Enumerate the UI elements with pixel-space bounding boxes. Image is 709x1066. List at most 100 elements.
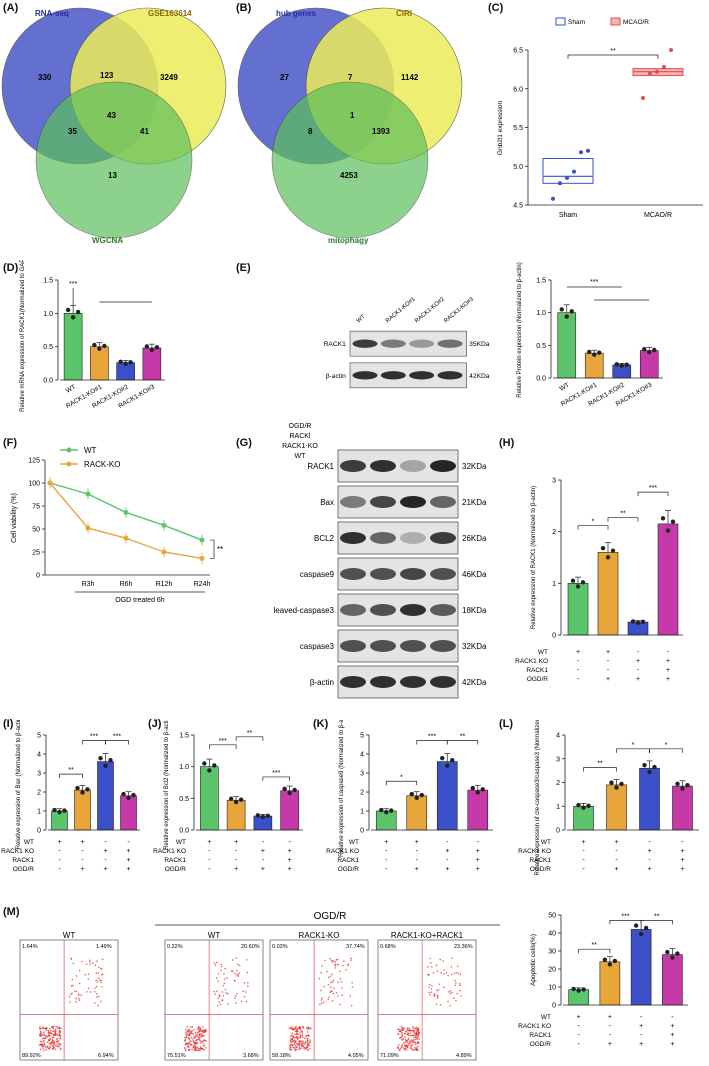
event-dot [189,1040,191,1043]
condition-cell: - [235,848,238,855]
condition-cell: + [581,839,585,846]
y-axis-label: Gnb2l1 expression [497,101,504,156]
data-point [597,350,602,355]
event-dot [292,1046,294,1049]
condition-cell: - [127,839,130,846]
condition-cell: + [608,1014,612,1021]
blot-band [430,532,456,544]
condition-cell: + [288,848,292,855]
event-dot [89,963,91,966]
event-dot [302,1045,305,1048]
event-dot [350,959,352,961]
event-dot [427,974,429,976]
blot-band [430,640,456,652]
significance-bracket [262,776,290,781]
event-dot [185,1042,188,1045]
condition-label: OGD/R [527,676,549,683]
event-dot [245,991,247,993]
event-dot [299,1026,301,1029]
protein-label: leaved-caspase3 [274,606,335,615]
y-axis-label: Relative expression of cle-caspase3/casp… [535,720,541,875]
data-point [85,491,91,497]
event-dot [443,973,445,975]
event-dot [299,1031,302,1034]
y-axis-label: Relative expression of Bcl2 (Normalized … [164,720,170,850]
y-axis-label: Relative Protein expression (Normalized … [517,262,523,398]
condition-cell: - [58,848,61,855]
event-dot [402,1046,404,1049]
y-tick-label: 5 [360,733,364,740]
legend-swatch [555,17,566,26]
venn-b-count-2: 1142 [401,73,419,82]
event-dot [217,997,219,999]
data-point [565,175,569,180]
protein-label: β-actin [310,678,334,687]
bar [142,347,162,381]
x-tick-label: R24h [194,581,211,588]
event-dot [290,1034,293,1036]
significance-bracket [235,736,264,741]
event-dot [98,977,100,979]
event-dot [48,1028,51,1030]
event-dot [71,992,73,995]
significance-label: *** [590,279,598,286]
event-dot [53,1039,55,1042]
event-dot [399,1047,402,1050]
data-point [605,555,611,560]
event-dot [437,995,439,998]
event-dot [78,999,81,1002]
blot-band [370,532,396,544]
condition-label: OGD/R [338,866,360,873]
data-point [440,755,445,761]
event-dot [72,962,75,965]
event-dot [306,1043,309,1046]
event-dot [401,1033,403,1035]
blot-band [370,640,396,652]
event-dot [306,1027,309,1030]
data-point [624,362,629,367]
event-dot [50,1042,52,1045]
condition-cell: - [262,857,265,864]
event-dot [291,1026,293,1028]
event-dot [60,1027,62,1030]
event-dot [49,1034,51,1037]
quadrant-value: 37.74% [346,944,365,950]
event-dot [330,990,333,993]
data-point [126,795,131,801]
x-tick-label: R3h [82,581,95,588]
event-dot [43,1037,45,1040]
panel-label-e: (E) [236,262,251,274]
data-point [576,988,581,993]
data-point [638,931,644,937]
data-point [610,548,616,553]
legend-label: RACK-KO [84,460,120,469]
event-dot [403,1027,405,1029]
event-dot [397,1032,400,1035]
y-tick-label: 0 [36,573,40,580]
event-dot [327,983,330,986]
event-dot [418,1038,420,1041]
condition-cell: - [609,1023,612,1030]
significance-label: *** [621,913,629,920]
data-point [52,807,57,813]
condition-cell: - [671,1014,674,1021]
event-dot [430,961,432,964]
significance-label: ** [610,48,616,55]
data-point [581,805,586,810]
event-dot [96,981,99,983]
event-dot [58,1045,61,1048]
protein-label: β-actin [326,373,346,380]
condition-cell: + [670,1041,674,1048]
venn-b-label-1: CIRI [396,9,412,18]
event-dot [406,1028,408,1030]
significance-bracket [416,740,448,745]
event-dot [410,1041,412,1044]
event-dot [450,966,453,968]
event-dot [217,973,220,975]
event-dot [433,995,436,997]
group-title: OGD/R [314,911,347,922]
blot-band [370,676,396,688]
event-dot [226,992,229,995]
event-dot [49,1038,51,1041]
event-dot [45,1027,48,1029]
